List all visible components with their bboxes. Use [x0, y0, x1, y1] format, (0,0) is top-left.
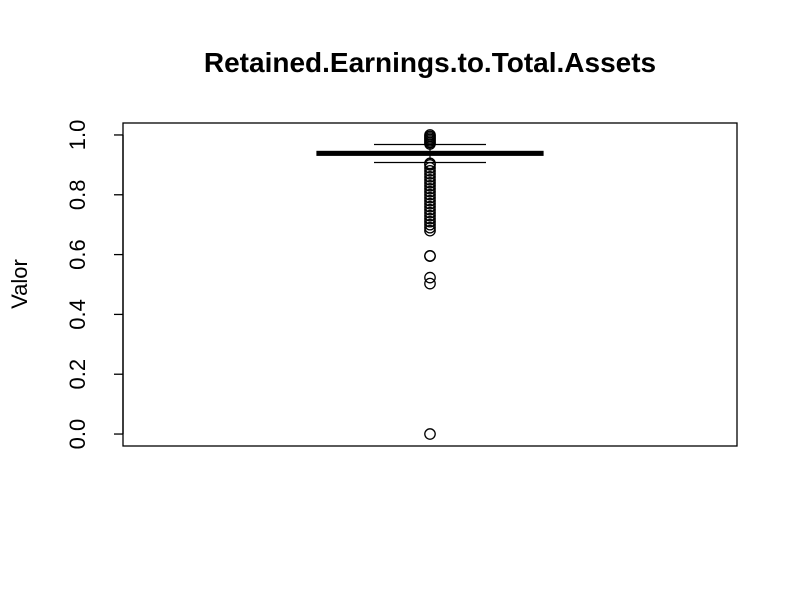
outlier-point	[424, 179, 436, 192]
outlier-point	[424, 209, 436, 222]
y-tick-label: 0.4	[65, 299, 90, 330]
outlier-point	[424, 185, 436, 198]
outlier-point	[424, 176, 436, 189]
outlier-point	[424, 212, 436, 225]
outlier-point	[424, 182, 436, 195]
outlier-point	[424, 165, 436, 177]
outlier-point	[424, 188, 436, 201]
y-axis-label: Valor	[7, 259, 32, 309]
outlier-point	[424, 191, 436, 204]
outlier-point	[424, 173, 436, 186]
outlier-point	[424, 200, 436, 213]
y-tick-label: 0.0	[65, 419, 90, 450]
chart-title: Retained.Earnings.to.Total.Assets	[204, 47, 656, 78]
y-tick-label: 0.6	[65, 239, 90, 270]
y-axis: 0.0 0.2 0.4 0.6 0.8 1.0	[65, 120, 124, 450]
outlier-point	[424, 221, 436, 234]
outlier-point	[424, 162, 436, 174]
outlier-point	[424, 197, 436, 210]
outlier-point	[424, 224, 436, 237]
outlier-point	[424, 203, 436, 216]
outlier-point	[424, 277, 436, 290]
outlier-points	[424, 129, 436, 440]
y-tick-label: 0.2	[65, 359, 90, 390]
outlier-point	[424, 215, 436, 228]
outlier-point	[424, 194, 436, 207]
outlier-point	[424, 157, 436, 170]
outlier-point	[424, 249, 436, 262]
outlier-point	[424, 206, 436, 219]
y-tick-label: 1.0	[65, 120, 90, 151]
outlier-point	[424, 271, 436, 284]
outlier-point	[424, 170, 436, 183]
outlier-point	[424, 129, 436, 141]
y-tick-label: 0.8	[65, 179, 90, 210]
outlier-point	[424, 218, 436, 231]
outlier-point	[424, 428, 436, 440]
